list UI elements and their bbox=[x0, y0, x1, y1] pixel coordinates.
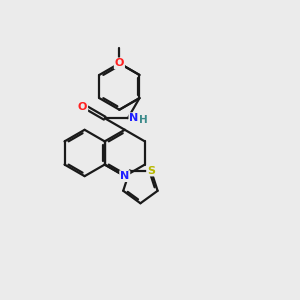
Text: S: S bbox=[147, 166, 155, 176]
Text: O: O bbox=[115, 58, 124, 68]
Text: O: O bbox=[78, 102, 87, 112]
Text: N: N bbox=[120, 171, 129, 181]
Text: N: N bbox=[129, 113, 139, 123]
Text: H: H bbox=[139, 115, 148, 125]
